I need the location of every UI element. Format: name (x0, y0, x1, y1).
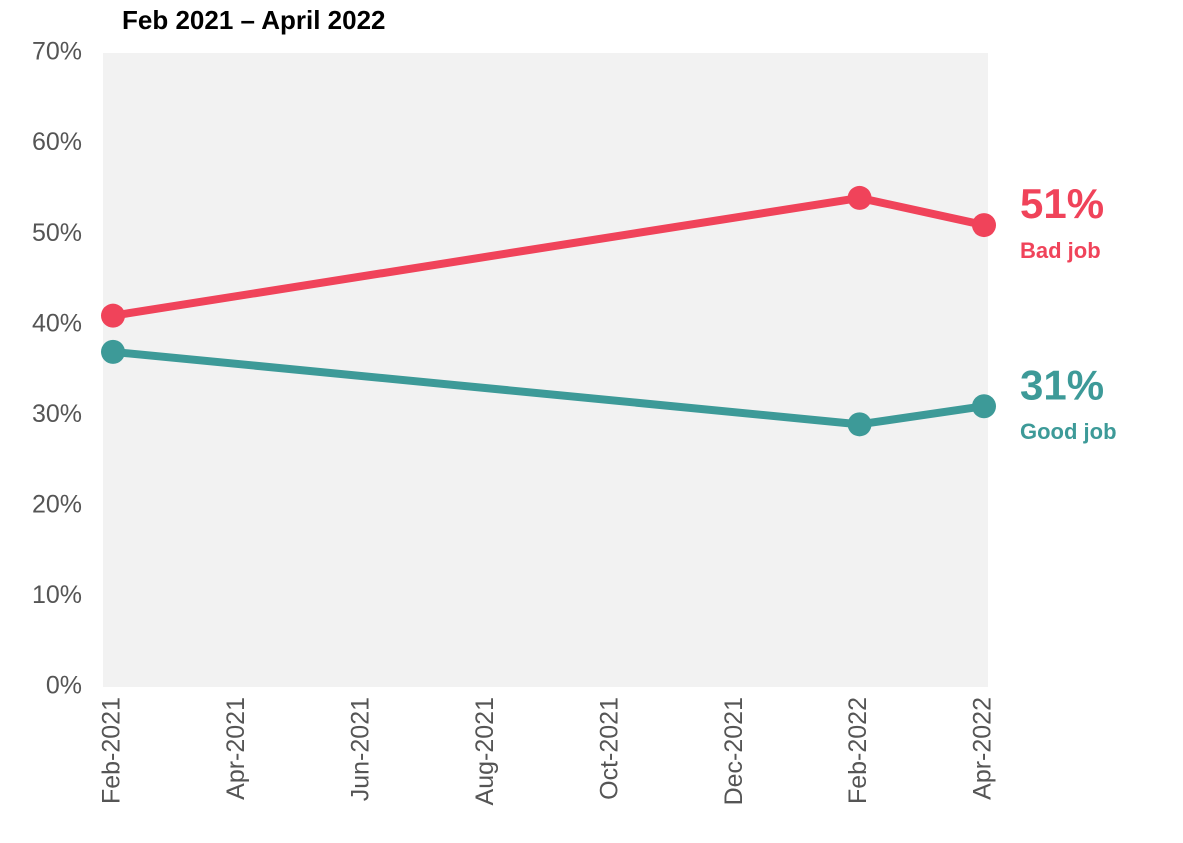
x-tick-label: Dec-2021 (720, 697, 748, 805)
x-tick-label: Aug-2021 (471, 697, 499, 805)
y-tick-label: 0% (46, 672, 82, 700)
point (847, 412, 872, 437)
y-tick-label: 10% (32, 581, 82, 609)
y-tick-label: 60% (32, 128, 82, 156)
chart-title: Feb 2021 – April 2022 (122, 5, 386, 35)
y-tick-label: 70% (32, 38, 82, 66)
value-label: 31% (1020, 361, 1104, 408)
x-tick-label: Oct-2021 (595, 697, 623, 800)
point (972, 213, 996, 238)
y-tick-label: 40% (32, 309, 82, 337)
plot-background (103, 53, 988, 687)
y-tick-label: 20% (32, 490, 82, 518)
x-tick-label: Jun-2021 (346, 697, 374, 801)
x-tick-label: Apr-2022 (969, 697, 997, 800)
x-tick-label: Apr-2021 (222, 697, 250, 800)
point (972, 394, 996, 419)
point (847, 185, 872, 210)
x-tick-label: Feb-2021 (98, 697, 126, 804)
legend-label: Good job (1020, 419, 1117, 444)
point (101, 339, 125, 364)
point (101, 303, 125, 328)
y-tick-label: 50% (32, 219, 82, 247)
legend-label: Bad job (1020, 238, 1101, 263)
x-tick-label: Feb-2022 (844, 697, 872, 804)
value-label: 51% (1020, 180, 1104, 227)
y-tick-label: 30% (32, 400, 82, 428)
